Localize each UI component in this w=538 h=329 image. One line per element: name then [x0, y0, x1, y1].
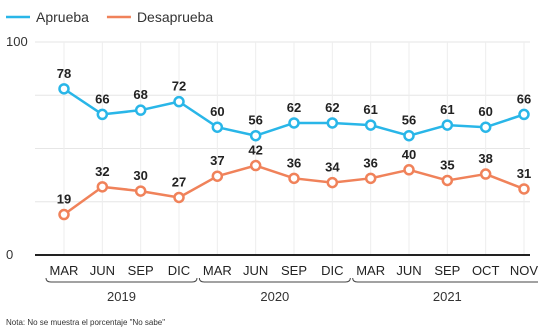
year-label-2021: 2021 [433, 289, 462, 304]
x-tick-label: JUN [90, 263, 115, 278]
x-tick-label: MAR [50, 263, 79, 278]
data-point-desaprueba [249, 159, 262, 172]
data-point-aprueba [326, 117, 339, 129]
x-tick-label: SEP [434, 263, 460, 278]
data-label-aprueba: 66 [517, 91, 531, 106]
data-label-aprueba: 60 [210, 104, 224, 119]
data-label-aprueba: 62 [325, 100, 339, 115]
data-point-desaprueba [288, 172, 300, 185]
data-label-desaprueba: 19 [57, 192, 71, 207]
data-point-desaprueba [441, 174, 454, 187]
data-point-desaprueba [364, 172, 377, 185]
grid [35, 41, 530, 255]
data-point-aprueba [441, 119, 454, 131]
x-tick-label: DIC [168, 263, 190, 278]
data-label-desaprueba: 40 [402, 147, 416, 162]
data-point-aprueba [518, 108, 530, 121]
data-label-desaprueba: 42 [248, 143, 262, 158]
series [58, 83, 530, 221]
x-tick-label: DIC [321, 263, 343, 278]
x-tick-label: SEP [128, 263, 154, 278]
data-label-desaprueba: 31 [517, 166, 531, 181]
data-label-aprueba: 56 [248, 113, 262, 128]
year-bracket-2020 [198, 277, 351, 283]
data-point-desaprueba [479, 168, 492, 180]
x-tick-label: MAR [203, 263, 232, 278]
data-point-aprueba [134, 104, 147, 116]
data-point-desaprueba [173, 191, 185, 204]
y-tick-label-0: 0 [6, 247, 13, 262]
data-point-desaprueba [96, 181, 109, 193]
data-point-aprueba [249, 129, 262, 142]
x-tick-label: MAR [356, 263, 385, 278]
data-label-aprueba: 78 [57, 66, 71, 81]
year-label-2020: 2020 [260, 289, 289, 304]
data-label-aprueba: 56 [402, 113, 416, 128]
data-label-aprueba: 60 [478, 104, 492, 119]
data-label-desaprueba: 38 [478, 151, 492, 166]
data-point-desaprueba [326, 176, 339, 189]
data-point-aprueba [173, 95, 185, 108]
data-label-aprueba: 61 [440, 102, 454, 117]
x-tick-label: JUN [243, 263, 268, 278]
data-label-desaprueba: 37 [210, 153, 224, 168]
data-label-desaprueba: 32 [95, 164, 109, 179]
data-label-aprueba: 61 [363, 102, 377, 117]
x-tick-label: JUN [396, 263, 421, 278]
data-labels: 78 66 68 72 60 56 62 62 61 56 61 60 66 19 32 30 27 37 42 36… [57, 66, 531, 207]
data-point-desaprueba [134, 185, 147, 197]
year-label-2019: 2019 [107, 289, 136, 304]
footnote: Nota: No se muestra el porcentaje "No sa… [6, 318, 165, 327]
x-tick-label: OCT [472, 263, 500, 278]
data-label-desaprueba: 36 [363, 155, 377, 170]
x-tick-label: SEP [281, 263, 307, 278]
legend-entry-aprueba: Aprueba [36, 9, 89, 25]
data-label-aprueba: 68 [133, 87, 147, 102]
data-point-desaprueba [403, 164, 415, 176]
data-label-desaprueba: 35 [440, 157, 454, 172]
data-label-desaprueba: 36 [287, 155, 301, 170]
data-label-desaprueba: 30 [133, 168, 147, 183]
data-point-desaprueba [518, 183, 530, 195]
x-tick-label: NOV [510, 263, 538, 278]
data-point-aprueba [403, 129, 415, 142]
data-label-desaprueba: 27 [172, 174, 186, 189]
year-bracket-2021 [352, 277, 538, 283]
legend-entry-desaprueba: Desaprueba [137, 9, 213, 25]
data-point-aprueba [364, 119, 377, 131]
data-label-aprueba: 72 [172, 79, 186, 94]
data-point-aprueba [288, 117, 300, 129]
data-point-aprueba [479, 121, 492, 133]
data-point-desaprueba [58, 208, 70, 221]
data-label-aprueba: 62 [287, 100, 301, 115]
data-point-aprueba [96, 108, 109, 121]
data-point-desaprueba [211, 170, 224, 182]
data-label-desaprueba: 34 [325, 160, 340, 175]
axes: 100 0 MAR JUN SEP DIC MAR JUN SEP DIC MAR JUN SEP OCT… [6, 34, 538, 304]
data-point-aprueba [58, 83, 70, 95]
data-point-aprueba [211, 121, 224, 133]
legend: Aprueba Desaprueba [6, 9, 213, 25]
year-bracket-2019 [45, 277, 198, 283]
y-tick-label-100: 100 [6, 34, 28, 49]
data-label-aprueba: 66 [95, 91, 109, 106]
